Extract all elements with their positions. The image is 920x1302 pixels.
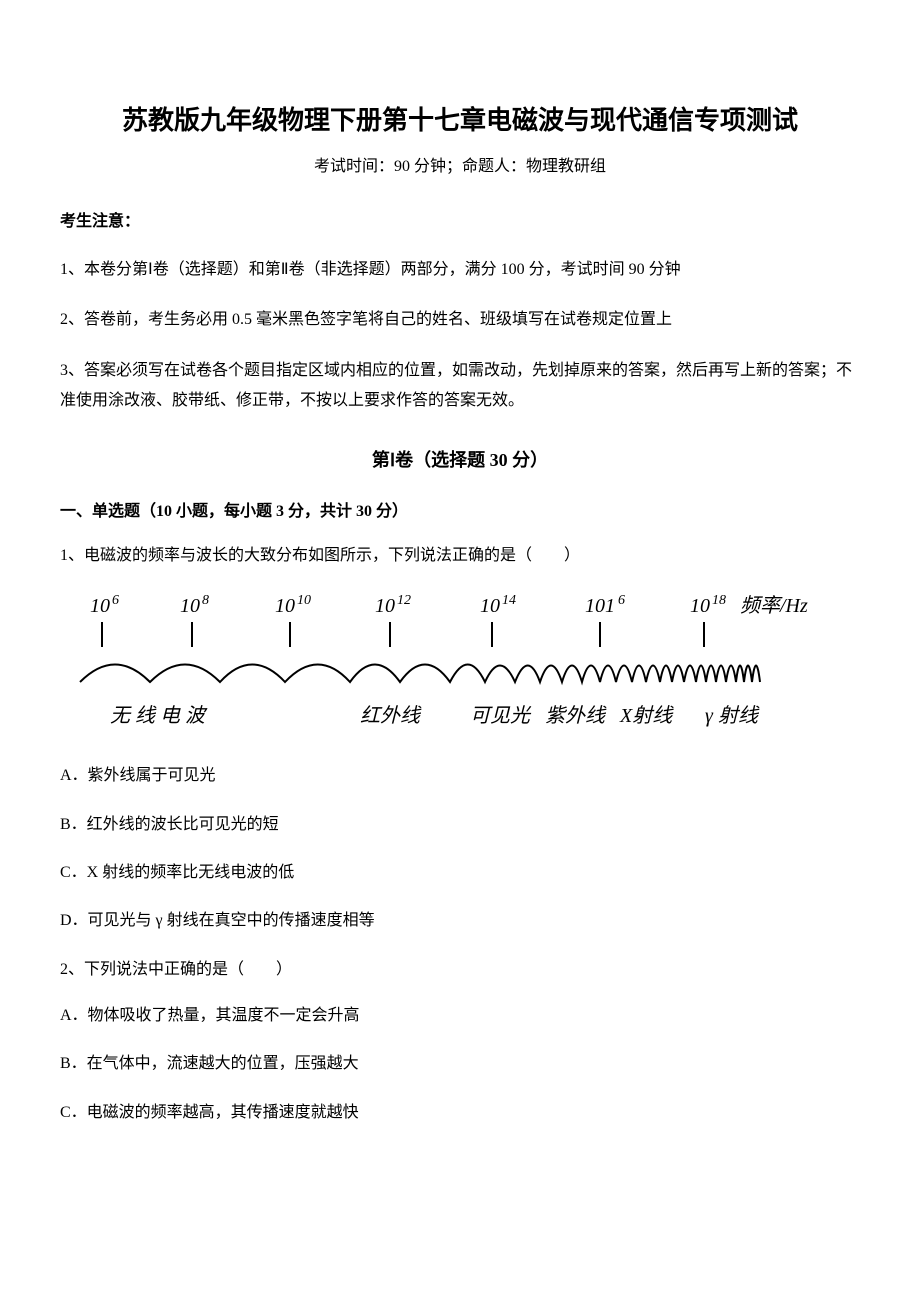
svg-text:12: 12 [397,593,411,608]
section-title: 一、单选题（10 小题，每小题 3 分，共计 30 分） [60,499,860,525]
question-1-text: 1、电磁波的频率与波长的大致分布如图所示，下列说法正确的是（ ） [60,541,860,571]
question-2-text: 2、下列说法中正确的是（ ） [60,955,860,985]
q2-option-b: B．在气体中，流速越大的位置，压强越大 [60,1049,860,1079]
exam-subtitle: 考试时间：90 分钟；命题人：物理教研组 [60,154,860,180]
q2-option-a: A．物体吸收了热量，其温度不一定会升高 [60,1001,860,1031]
notice-header: 考生注意： [60,209,860,235]
svg-text:14: 14 [502,593,516,608]
svg-text:10: 10 [690,595,710,617]
svg-text:X射线: X射线 [619,705,674,727]
svg-text:101: 101 [585,595,615,617]
instruction-3: 3、答案必须写在试卷各个题目指定区域内相应的位置，如需改动，先划掉原来的答案，然… [60,356,860,417]
svg-text:10: 10 [480,595,500,617]
svg-text:8: 8 [202,593,209,608]
svg-text:紫外线: 紫外线 [545,705,607,727]
instruction-2: 2、答卷前，考生务必用 0.5 毫米黑色签字笔将自己的姓名、班级填写在试卷规定位… [60,305,860,335]
q1-option-b: B．红外线的波长比可见光的短 [60,810,860,840]
svg-text:频率/Hz: 频率/Hz [740,595,808,617]
q2-option-c: C．电磁波的频率越高，其传播速度就越快 [60,1098,860,1128]
svg-text:γ: γ [705,705,714,727]
svg-text:10: 10 [297,593,311,608]
svg-text:无 线 电 波: 无 线 电 波 [110,705,208,727]
svg-text:红外线: 红外线 [360,705,422,727]
exam-title: 苏教版九年级物理下册第十七章电磁波与现代通信专项测试 [60,100,860,142]
svg-text:10: 10 [90,595,110,617]
svg-text:10: 10 [375,595,395,617]
q1-option-a: A．紫外线属于可见光 [60,761,860,791]
q1-option-d: D．可见光与 γ 射线在真空中的传播速度相等 [60,906,860,936]
instruction-1: 1、本卷分第Ⅰ卷（选择题）和第Ⅱ卷（非选择题）两部分，满分 100 分，考试时间… [60,255,860,285]
svg-text:10: 10 [180,595,200,617]
svg-text:可见光: 可见光 [470,705,532,727]
svg-text:6: 6 [112,593,119,608]
svg-text:18: 18 [712,593,726,608]
svg-text:10: 10 [275,595,295,617]
spectrum-diagram: 106 108 1010 1012 1014 1016 1018 频率/Hz 无… [60,587,860,737]
part-header: 第Ⅰ卷（选择题 30 分） [60,446,860,475]
q1-option-c: C．X 射线的频率比无线电波的低 [60,858,860,888]
svg-text:射线: 射线 [718,705,760,727]
svg-text:6: 6 [618,593,625,608]
